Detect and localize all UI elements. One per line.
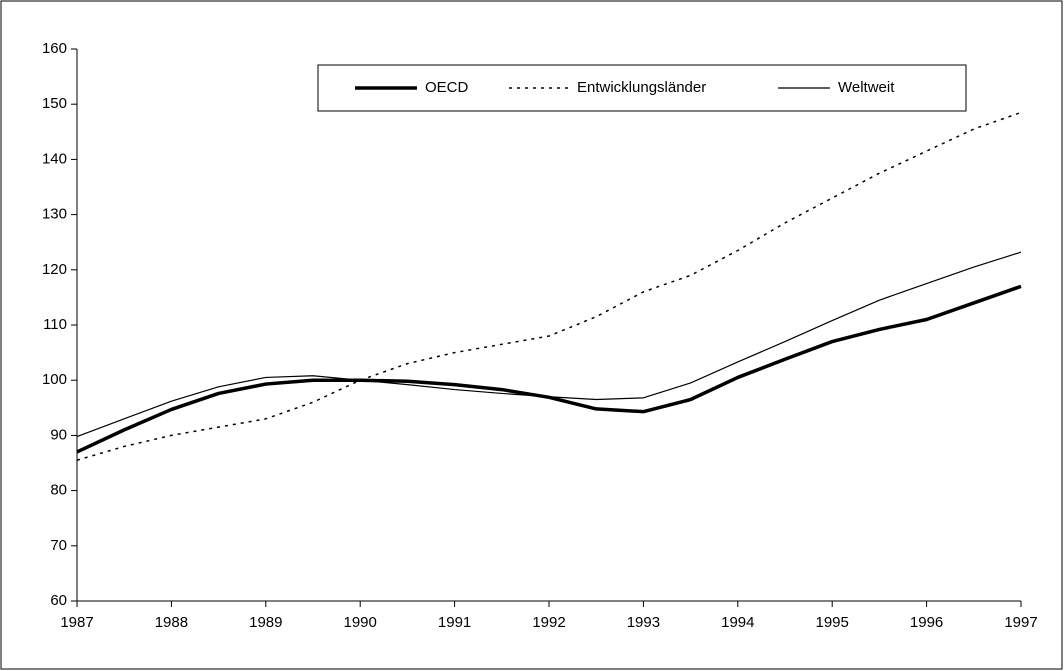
y-tick-label: 120	[42, 261, 67, 278]
x-tick-label: 1994	[721, 614, 754, 631]
legend-label: OECD	[425, 79, 469, 96]
x-tick-label: 1987	[60, 614, 93, 631]
y-tick-label: 80	[50, 482, 67, 499]
x-tick-label: 1995	[816, 614, 849, 631]
y-tick-label: 90	[50, 426, 67, 443]
x-tick-label: 1993	[627, 614, 660, 631]
series-line	[76, 111, 1022, 461]
y-tick-label: 160	[42, 40, 67, 57]
y-tick-label: 130	[42, 206, 67, 223]
legend-label: Weltweit	[838, 79, 895, 96]
y-tick-label: 60	[50, 592, 67, 609]
y-tick-label: 70	[50, 537, 67, 554]
x-tick-label: 1988	[155, 614, 188, 631]
y-tick-label: 110	[43, 316, 67, 333]
x-tick-label: 1997	[1004, 614, 1037, 631]
series-line	[76, 251, 1022, 438]
x-tick-label: 1996	[910, 614, 943, 631]
legend-label: Entwicklungsländer	[577, 79, 706, 96]
y-tick-label: 150	[42, 95, 67, 112]
y-tick-label: 100	[42, 371, 67, 388]
x-tick-label: 1989	[249, 614, 282, 631]
x-tick-label: 1991	[438, 614, 471, 631]
legend-box	[317, 64, 967, 112]
y-tick-label: 140	[42, 150, 67, 167]
x-tick-label: 1990	[344, 614, 377, 631]
x-tick-label: 1992	[532, 614, 565, 631]
